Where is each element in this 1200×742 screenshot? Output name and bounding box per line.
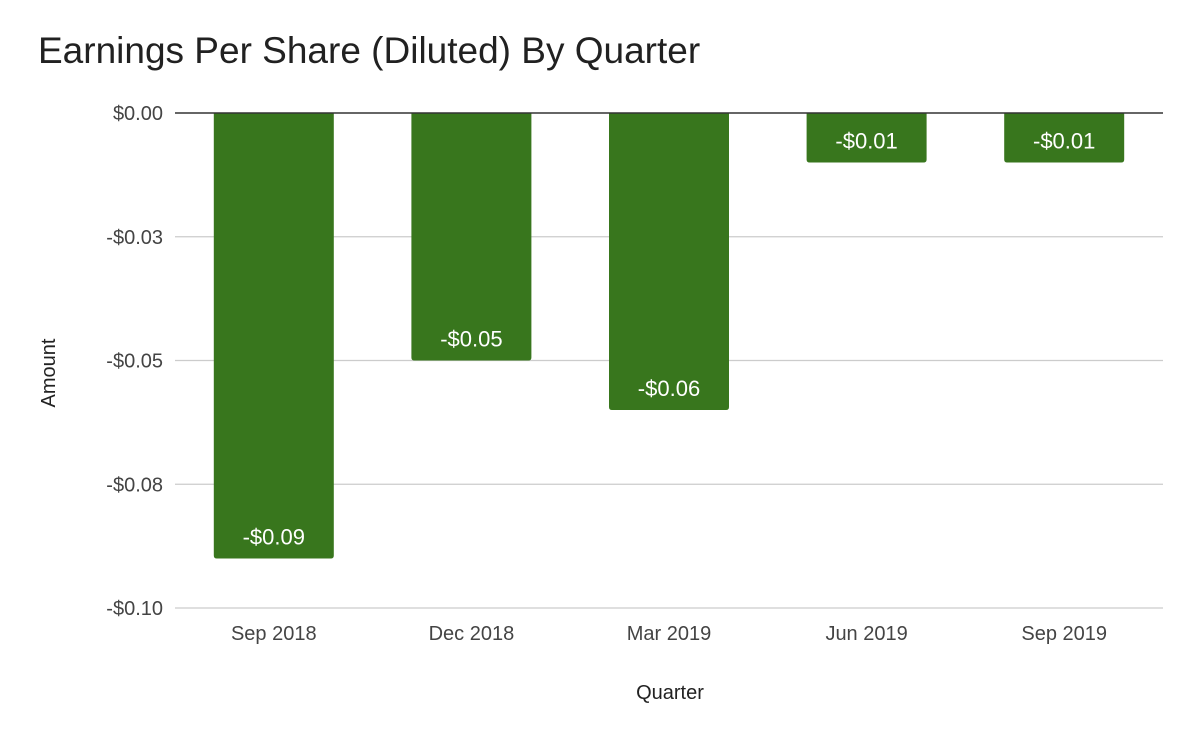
chart-title: Earnings Per Share (Diluted) By Quarter <box>38 30 701 71</box>
y-tick-label: -$0.08 <box>106 474 163 496</box>
x-axis-ticks: Sep 2018 Dec 2018 Mar 2019 Jun 2019 Sep 2019 <box>231 623 1107 645</box>
y-tick-label: -$0.05 <box>106 351 163 373</box>
bar <box>1004 113 1125 163</box>
data-label: -$0.06 <box>638 376 700 401</box>
bar <box>411 113 532 361</box>
bar <box>806 113 927 163</box>
x-tick-label: Sep 2018 <box>231 623 317 645</box>
y-tick-label: $0.00 <box>113 103 163 125</box>
x-axis-title: Quarter <box>636 682 704 704</box>
data-labels: -$0.09 -$0.05 -$0.06 -$0.01 -$0.01 <box>243 129 1096 550</box>
y-axis-ticks: $0.00 -$0.03 -$0.05 -$0.08 -$0.10 <box>106 103 163 620</box>
bars <box>213 113 1125 559</box>
x-tick-label: Mar 2019 <box>627 623 712 645</box>
y-tick-label: -$0.03 <box>106 227 163 249</box>
x-tick-label: Sep 2019 <box>1021 623 1107 645</box>
y-axis-title: Amount <box>38 338 60 407</box>
x-tick-label: Dec 2018 <box>429 623 515 645</box>
x-tick-label: Jun 2019 <box>825 623 907 645</box>
data-label: -$0.05 <box>440 327 502 352</box>
data-label: -$0.09 <box>243 525 305 550</box>
y-tick-label: -$0.10 <box>106 598 163 620</box>
bar <box>609 113 729 410</box>
data-label: -$0.01 <box>1033 129 1095 154</box>
data-label: -$0.01 <box>835 129 897 154</box>
bar <box>213 113 334 559</box>
